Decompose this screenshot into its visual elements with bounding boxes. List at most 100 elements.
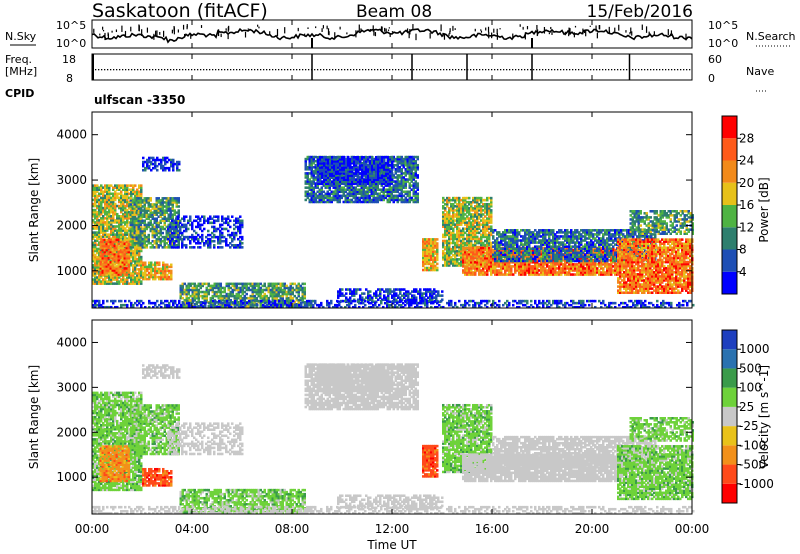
power-cell xyxy=(330,200,333,204)
power-cell xyxy=(124,206,127,210)
power-cell xyxy=(124,186,127,189)
power-cell xyxy=(128,217,131,220)
power-cell xyxy=(140,241,143,245)
power-cell xyxy=(205,235,208,239)
power-cell xyxy=(173,201,176,204)
power-cell xyxy=(231,239,234,243)
power-cell xyxy=(351,170,354,173)
power-cell xyxy=(171,217,174,221)
power-cell xyxy=(237,219,240,223)
power-cell xyxy=(253,288,256,292)
nave-point xyxy=(269,69,271,71)
power-cell xyxy=(146,273,149,277)
nave-point xyxy=(668,69,670,71)
power-cell xyxy=(138,190,141,194)
power-cell xyxy=(304,182,307,185)
nave-point xyxy=(104,69,106,71)
power-cell xyxy=(400,200,403,204)
power-cell xyxy=(354,182,357,185)
power-cell xyxy=(308,192,311,196)
noise-spike xyxy=(474,28,476,32)
power-cell xyxy=(352,194,355,198)
power-cell xyxy=(321,158,324,161)
power-cell xyxy=(372,200,375,204)
power-cell xyxy=(330,190,333,194)
power-cell xyxy=(243,284,246,288)
power-cell xyxy=(177,233,180,237)
nave-point xyxy=(122,69,124,71)
power-cell xyxy=(106,210,109,214)
power-cell xyxy=(408,159,411,163)
nave-point xyxy=(425,69,427,71)
date-title: 15/Feb/2016 xyxy=(587,2,693,22)
power-cell xyxy=(132,263,135,267)
power-cell xyxy=(318,194,321,198)
power-cell xyxy=(347,172,350,175)
power-cell xyxy=(241,290,244,294)
power-cell xyxy=(123,259,126,262)
power-cell xyxy=(219,292,222,296)
power-cell xyxy=(155,237,158,241)
power-cell xyxy=(129,225,132,229)
power-cell xyxy=(165,235,168,239)
power-cell xyxy=(113,244,116,248)
power-cell xyxy=(336,184,339,187)
noise-spike xyxy=(190,33,192,39)
power-cell xyxy=(136,263,139,267)
power-cell xyxy=(169,197,172,200)
power-cell xyxy=(130,280,133,283)
power-cell xyxy=(96,221,99,224)
power-cell xyxy=(133,203,136,206)
power-cell xyxy=(158,267,161,271)
power-cell xyxy=(150,267,153,271)
power-cell xyxy=(376,198,379,202)
nave-point xyxy=(632,69,634,71)
power-cell xyxy=(225,244,228,247)
power-cell xyxy=(271,294,274,298)
power-cell xyxy=(140,274,143,277)
power-cell xyxy=(139,233,142,237)
power-cell xyxy=(404,182,407,185)
power-cell xyxy=(163,227,166,231)
power-cell xyxy=(127,256,130,260)
power-cell xyxy=(142,275,145,279)
power-cell xyxy=(140,247,143,251)
power-cell xyxy=(147,237,150,241)
power-cell xyxy=(223,239,226,243)
noise-right-label: N.Search xyxy=(746,30,796,43)
power-cell xyxy=(408,184,411,187)
power-cell xyxy=(98,266,101,269)
power-cell xyxy=(306,176,309,179)
power-cell xyxy=(408,200,411,204)
power-cell xyxy=(388,168,391,171)
noise-spike xyxy=(372,25,374,32)
power-cell xyxy=(402,178,405,181)
power-cell xyxy=(209,286,212,290)
power-cell xyxy=(98,223,101,226)
power-cell xyxy=(108,194,111,198)
power-cell xyxy=(133,221,136,225)
power-cell xyxy=(275,284,278,288)
power-cell xyxy=(120,217,123,220)
power-cell xyxy=(179,227,182,231)
power-cell xyxy=(333,158,336,161)
power-cell xyxy=(361,174,364,177)
power-cell xyxy=(365,162,368,165)
power-cell xyxy=(229,298,232,302)
power-cell xyxy=(207,241,210,245)
power-cell xyxy=(134,229,137,232)
power-cell xyxy=(181,237,184,241)
power-cell xyxy=(159,225,162,229)
power-cell xyxy=(197,296,200,300)
power-cell xyxy=(341,176,344,179)
power-cell xyxy=(134,245,137,249)
power-cell xyxy=(193,282,196,286)
power-cell xyxy=(145,223,148,227)
power-cell xyxy=(213,221,216,225)
power-cell xyxy=(131,241,134,245)
power-cell xyxy=(199,227,202,231)
power-cell xyxy=(261,290,264,294)
nave-point xyxy=(191,69,193,71)
power-cell xyxy=(115,254,118,258)
power-cell xyxy=(358,190,361,194)
